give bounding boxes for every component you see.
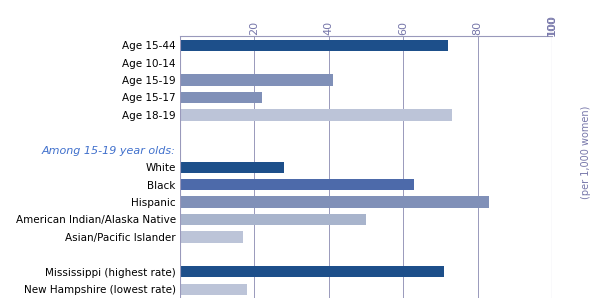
Bar	[180, 74, 332, 86]
Bar	[180, 92, 262, 103]
Bar	[180, 231, 243, 243]
Bar	[180, 161, 284, 173]
Text: (per 1,000 women): (per 1,000 women)	[581, 105, 591, 199]
Bar	[180, 109, 452, 121]
Bar	[180, 40, 448, 51]
Bar	[180, 57, 181, 68]
Bar	[180, 266, 444, 278]
Bar	[180, 214, 366, 225]
Text: 100: 100	[547, 16, 557, 36]
Bar	[180, 179, 415, 190]
Bar	[180, 284, 247, 295]
Bar	[180, 196, 489, 208]
